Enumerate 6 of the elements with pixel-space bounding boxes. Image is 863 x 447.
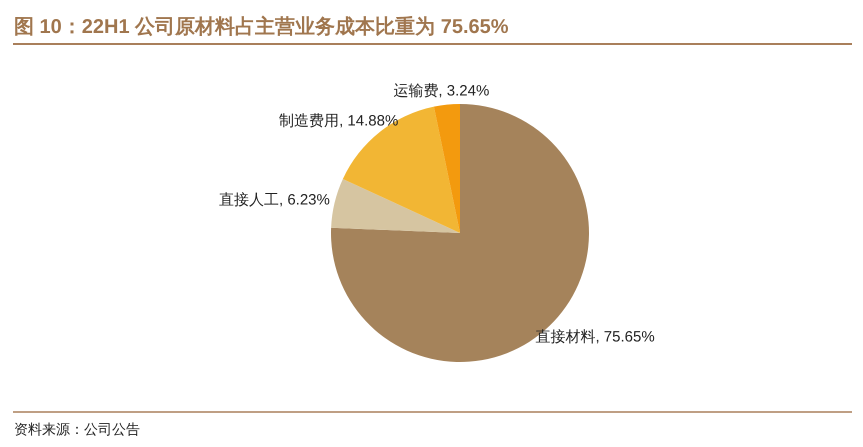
slice-label: 运输费, 3.24% xyxy=(393,82,490,100)
chart-title: 图 10：22H1 公司原材料占主营业务成本比重为 75.65% xyxy=(14,15,509,38)
slice-label: 直接人工, 6.23% xyxy=(218,191,330,208)
text: 资料来源：公司公告 xyxy=(14,421,140,437)
slice-label: 制造费用, 14.88% xyxy=(279,112,398,130)
slice-label: 直接材料, 75.65% xyxy=(535,328,655,346)
